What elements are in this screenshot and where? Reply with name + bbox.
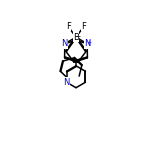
Text: F: F	[66, 22, 71, 31]
Text: N: N	[84, 39, 90, 48]
Text: N: N	[63, 78, 70, 87]
Text: F: F	[81, 22, 86, 31]
Text: N: N	[62, 39, 68, 48]
Text: B: B	[73, 33, 79, 42]
Text: +: +	[86, 40, 91, 45]
Text: −: −	[75, 34, 80, 38]
